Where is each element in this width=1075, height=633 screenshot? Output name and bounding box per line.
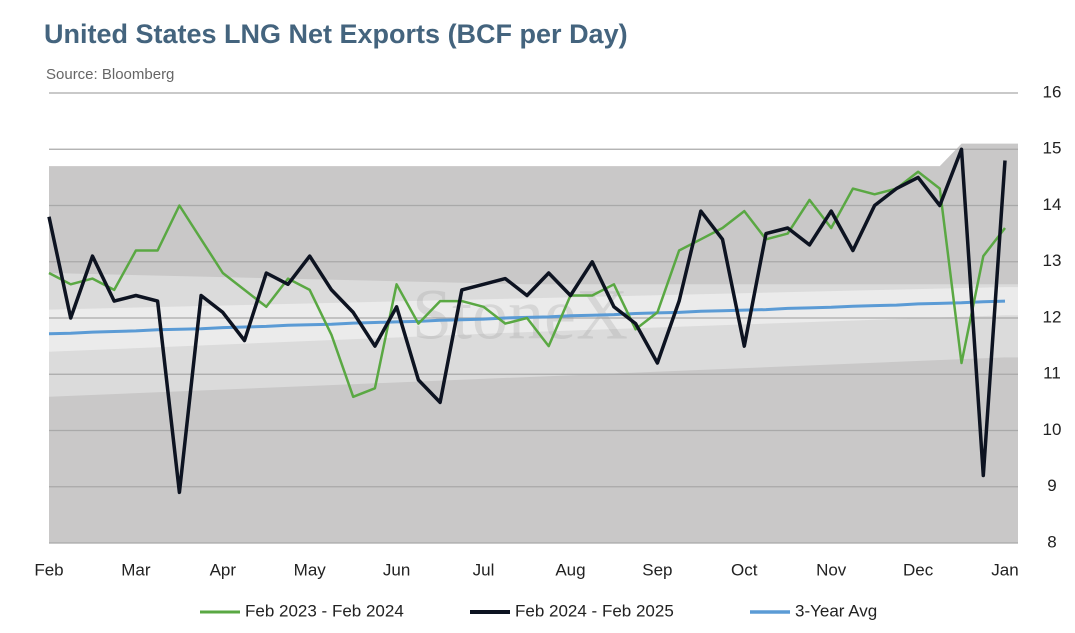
x-tick-label: Aug — [555, 560, 585, 579]
x-tick-label: Jun — [383, 560, 410, 579]
y-tick-label: 9 — [1047, 476, 1056, 495]
y-tick-label: 10 — [1043, 420, 1062, 439]
x-tick-label: Apr — [210, 560, 237, 579]
chart-title: United States LNG Net Exports (BCF per D… — [44, 19, 628, 49]
series-lines — [47, 147, 1007, 495]
y-tick-label: 14 — [1043, 195, 1062, 214]
plot-area — [49, 92, 1018, 544]
y-tick-label: 16 — [1043, 82, 1062, 101]
x-tick-label: Oct — [731, 560, 758, 579]
chart-subtitle: Source: Bloomberg — [46, 66, 174, 83]
x-tick-label: Dec — [903, 560, 934, 579]
x-tick-label: Jan — [991, 560, 1018, 579]
x-tick-label: Nov — [816, 560, 847, 579]
legend-label: Feb 2023 - Feb 2024 — [245, 601, 404, 620]
x-tick-label: Feb — [34, 560, 63, 579]
series-line — [48, 170, 1006, 399]
y-tick-label: 13 — [1043, 251, 1062, 270]
y-tick-label: 11 — [1043, 364, 1061, 383]
legend-label: Feb 2024 - Feb 2025 — [515, 601, 674, 620]
y-tick-label: 12 — [1043, 307, 1062, 326]
x-tick-label: Jul — [473, 560, 495, 579]
y-tick-label: 8 — [1047, 532, 1056, 551]
x-tick-label: Mar — [121, 560, 151, 579]
range-band — [49, 287, 1018, 352]
series-line — [47, 147, 1007, 495]
axes: 8 9 10 11 12 13 14 15 16 Feb Mar Apr May Jun Jul Aug Sep… — [34, 82, 1061, 579]
y-tick-label: 15 — [1043, 139, 1062, 158]
x-tick-label: Sep — [642, 560, 672, 579]
legend-label: 3-Year Avg — [795, 601, 877, 620]
x-tick-label: May — [294, 560, 327, 579]
legend: Feb 2023 - Feb 2024 Feb 2024 - Feb 2025 3-… — [200, 601, 877, 620]
